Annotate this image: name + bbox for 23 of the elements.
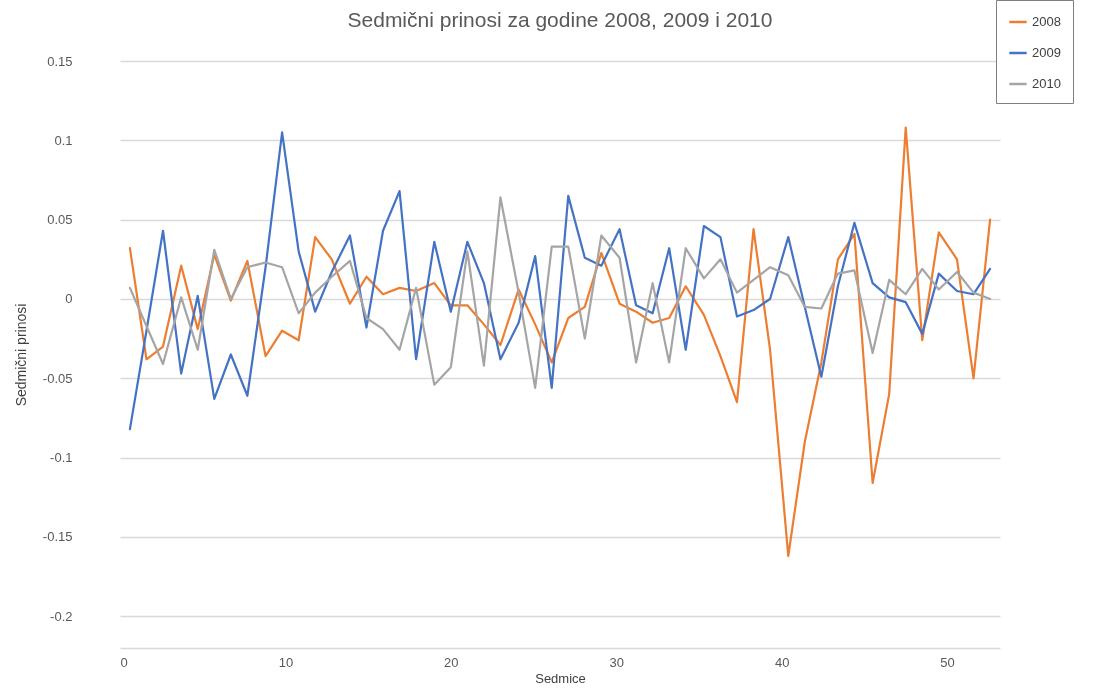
- x-tick-label: 30: [609, 654, 624, 670]
- line-series: [128, 131, 992, 431]
- y-tick-label: 0.05: [47, 212, 73, 228]
- x-tick-label: 40: [774, 654, 790, 670]
- legend-label: 2010: [1032, 76, 1061, 91]
- x-tick-label: 50: [940, 654, 955, 670]
- y-tick-label: 0.1: [54, 132, 73, 148]
- y-tick-label: 0: [65, 291, 73, 307]
- x-tick-label: 0: [120, 654, 128, 670]
- y-tick-label: -0.2: [50, 608, 73, 624]
- y-tick-label: 0.15: [47, 53, 73, 69]
- line-series: [128, 196, 992, 389]
- x-axis-title: Sedmice: [535, 670, 586, 686]
- y-tick-label: -0.05: [42, 370, 73, 386]
- legend-label: 2008: [1032, 14, 1061, 29]
- legend-label: 2009: [1032, 45, 1061, 60]
- line-series: [128, 126, 992, 558]
- y-tick-label: -0.1: [50, 450, 73, 466]
- y-axis-title: Sedmični prinosi: [12, 303, 29, 407]
- y-tick-label: -0.15: [42, 529, 73, 545]
- x-tick-label: 20: [444, 654, 459, 670]
- chart-title: Sedmični prinosi za godine 2008, 2009 i 2010: [347, 8, 773, 31]
- x-tick-label: 10: [278, 654, 294, 670]
